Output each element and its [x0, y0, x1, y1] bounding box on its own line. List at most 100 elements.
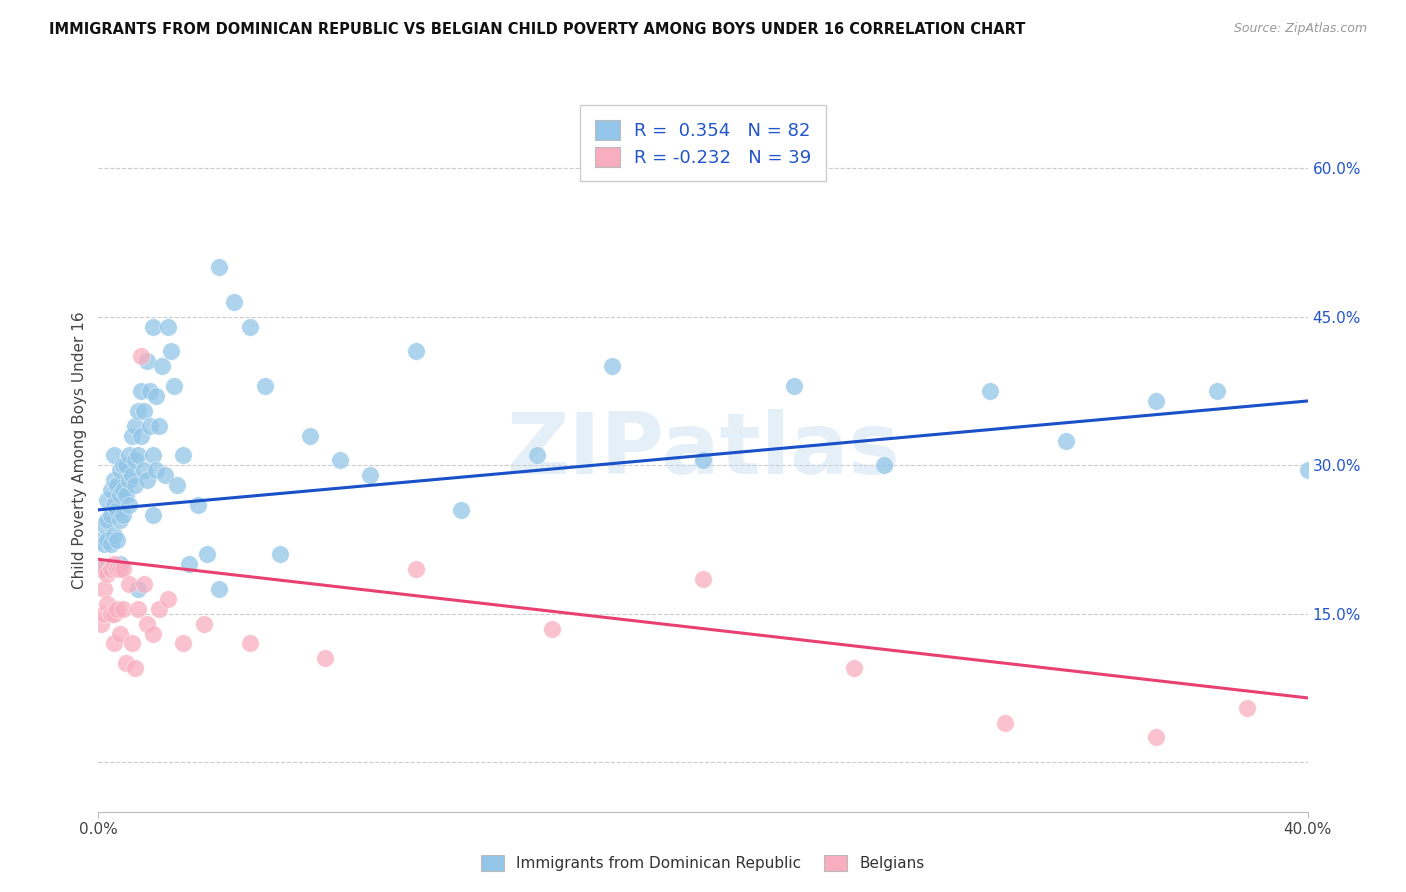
- Point: [108, 513, 131, 527]
- Point: [124, 418, 146, 433]
- Point: [450, 503, 472, 517]
- Point: [979, 384, 1001, 398]
- Point: [90, 616, 112, 631]
- Point: [135, 473, 157, 487]
- Point: [1206, 384, 1229, 398]
- Text: ZIPatlas: ZIPatlas: [506, 409, 900, 492]
- Point: [526, 449, 548, 463]
- Point: [124, 661, 146, 675]
- Point: [105, 562, 128, 576]
- Point: [129, 350, 152, 364]
- Point: [142, 449, 165, 463]
- Point: [90, 562, 112, 576]
- Point: [139, 418, 162, 433]
- Point: [96, 533, 118, 547]
- Point: [1144, 394, 1167, 409]
- Point: [172, 449, 194, 463]
- Point: [142, 319, 165, 334]
- Point: [129, 428, 152, 442]
- Legend: Immigrants from Dominican Republic, Belgians: Immigrants from Dominican Republic, Belg…: [475, 849, 931, 877]
- Point: [253, 379, 276, 393]
- Text: IMMIGRANTS FROM DOMINICAN REPUBLIC VS BELGIAN CHILD POVERTY AMONG BOYS UNDER 16 : IMMIGRANTS FROM DOMINICAN REPUBLIC VS BE…: [49, 22, 1025, 37]
- Point: [1144, 731, 1167, 745]
- Point: [118, 473, 141, 487]
- Point: [111, 458, 134, 473]
- Point: [127, 449, 149, 463]
- Point: [360, 468, 382, 483]
- Y-axis label: Child Poverty Among Boys Under 16: Child Poverty Among Boys Under 16: [72, 311, 87, 590]
- Point: [135, 354, 157, 368]
- Point: [692, 572, 714, 586]
- Point: [108, 626, 131, 640]
- Point: [96, 513, 118, 527]
- Point: [127, 404, 149, 418]
- Point: [111, 562, 134, 576]
- Point: [127, 582, 149, 596]
- Point: [114, 488, 136, 502]
- Point: [150, 359, 173, 374]
- Point: [844, 661, 866, 675]
- Point: [93, 607, 115, 621]
- Point: [314, 651, 336, 665]
- Point: [118, 498, 141, 512]
- Point: [145, 389, 167, 403]
- Point: [148, 418, 170, 433]
- Point: [121, 428, 143, 442]
- Legend: R =  0.354   N = 82, R = -0.232   N = 39: R = 0.354 N = 82, R = -0.232 N = 39: [581, 105, 825, 181]
- Point: [193, 616, 215, 631]
- Point: [124, 453, 146, 467]
- Point: [187, 498, 209, 512]
- Point: [132, 404, 155, 418]
- Point: [602, 359, 624, 374]
- Point: [90, 533, 112, 547]
- Point: [208, 582, 231, 596]
- Point: [163, 379, 186, 393]
- Point: [108, 488, 131, 502]
- Point: [114, 657, 136, 671]
- Point: [132, 463, 155, 477]
- Point: [195, 548, 218, 562]
- Point: [121, 636, 143, 650]
- Point: [540, 622, 562, 636]
- Point: [139, 384, 162, 398]
- Point: [127, 602, 149, 616]
- Point: [172, 636, 194, 650]
- Point: [299, 428, 322, 442]
- Point: [96, 597, 118, 611]
- Point: [105, 602, 128, 616]
- Point: [93, 517, 115, 532]
- Point: [100, 483, 122, 497]
- Point: [156, 319, 179, 334]
- Point: [108, 463, 131, 477]
- Point: [114, 458, 136, 473]
- Point: [103, 607, 125, 621]
- Point: [108, 562, 131, 576]
- Point: [118, 577, 141, 591]
- Point: [103, 498, 125, 512]
- Point: [145, 463, 167, 477]
- Point: [329, 453, 352, 467]
- Point: [93, 582, 115, 596]
- Point: [100, 508, 122, 522]
- Point: [118, 449, 141, 463]
- Point: [179, 558, 201, 572]
- Point: [224, 295, 246, 310]
- Point: [96, 567, 118, 582]
- Point: [160, 344, 183, 359]
- Point: [108, 558, 131, 572]
- Point: [1236, 700, 1258, 714]
- Point: [100, 562, 122, 576]
- Point: [103, 527, 125, 541]
- Point: [111, 508, 134, 522]
- Point: [105, 533, 128, 547]
- Point: [873, 458, 896, 473]
- Point: [142, 626, 165, 640]
- Point: [96, 492, 118, 507]
- Point: [692, 453, 714, 467]
- Point: [105, 478, 128, 492]
- Point: [239, 636, 262, 650]
- Point: [783, 379, 806, 393]
- Point: [166, 478, 188, 492]
- Point: [103, 449, 125, 463]
- Point: [111, 602, 134, 616]
